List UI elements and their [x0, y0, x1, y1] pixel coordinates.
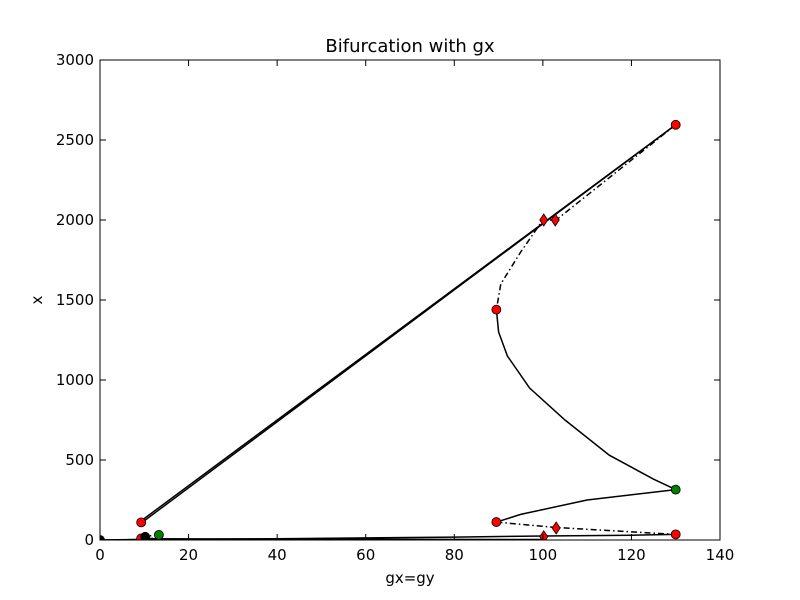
y-tick-label: 2500: [56, 131, 94, 149]
axis-ticks: 0 20 40 60 80 100 120 140 0 500 1000 1500 2000 2500 30…: [56, 51, 735, 564]
x-axis-label: gx=gy: [385, 569, 434, 587]
x-tick-label: 120: [617, 546, 646, 564]
x-tick-label: 40: [268, 546, 287, 564]
marker-circle-5: [136, 517, 147, 528]
marker-circle-2: [670, 484, 681, 495]
marker-circle-3: [491, 517, 502, 527]
x-tick-label: 20: [179, 546, 198, 564]
plot-frame: [99, 59, 721, 541]
x-tick-label: 60: [356, 546, 375, 564]
marker-circle-1: [491, 304, 502, 315]
series-line-2: [495, 124, 677, 310]
series-line-4: [496, 488, 676, 523]
marker-diamond-13: [539, 530, 549, 540]
marker-diamond-12: [551, 521, 561, 535]
y-tick-label: 1000: [56, 371, 94, 389]
x-tick-label: 0: [95, 546, 105, 564]
series-line-3: [495, 309, 677, 491]
marker-diamond-10: [539, 213, 549, 227]
y-tick-label: 3000: [56, 51, 94, 69]
series-line-5: [496, 521, 676, 536]
y-tick-label: 500: [65, 451, 94, 469]
marker-circle-8: [140, 531, 151, 540]
plot-content: [100, 119, 681, 540]
series-line-8: [144, 537, 543, 540]
y-tick-label: 2000: [56, 211, 94, 229]
y-tick-label: 1500: [56, 291, 94, 309]
chart-title: Bifurcation with gx: [325, 36, 495, 57]
y-axis-label: x: [28, 295, 46, 304]
marker-circle-9: [100, 535, 105, 540]
marker-circle-4: [670, 529, 681, 540]
y-tick-label: 0: [84, 531, 94, 549]
marker-circle-0: [670, 119, 681, 130]
marker-diamond-11: [550, 213, 560, 227]
x-tick-label: 80: [445, 546, 464, 564]
series-line-1: [139, 124, 677, 523]
x-tick-label: 100: [529, 546, 558, 564]
x-tick-label: 140: [706, 546, 735, 564]
marker-circle-6: [153, 529, 164, 540]
